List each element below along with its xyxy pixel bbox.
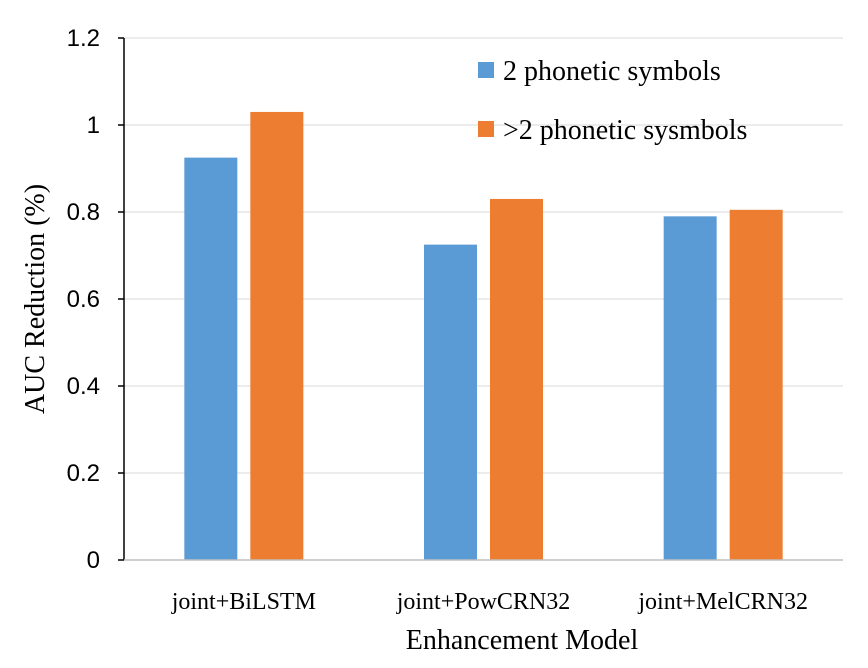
- bar-1-1: [184, 157, 238, 560]
- legend: 2 phonetic symbols >2 phonetic sysmbols: [478, 56, 747, 146]
- y-axis-title: AUC Reduction (%): [20, 184, 51, 414]
- x-tick-label: joint+MelCRN32: [637, 589, 808, 615]
- x-axis-title: Enhancement Model: [406, 625, 639, 656]
- x-tick-label: joint+BiLSTM: [171, 589, 316, 615]
- bar-1-3: [663, 216, 717, 560]
- y-tick-label: 0.2: [67, 460, 100, 487]
- legend-swatch-series-2: [478, 121, 494, 137]
- bars: [184, 111, 783, 560]
- y-tick-label: 1.2: [67, 25, 100, 52]
- bar-1-2: [424, 244, 477, 560]
- x-axis-ticks: joint+BiLSTM joint+PowCRN32 joint+MelCRN32: [171, 589, 808, 615]
- legend-label-series-2: >2 phonetic sysmbols: [503, 115, 747, 146]
- y-tick-label: 1: [87, 112, 100, 139]
- y-tick-label: 0.4: [67, 373, 100, 400]
- y-tick-label: 0.8: [67, 199, 100, 226]
- legend-label-series-1: 2 phonetic symbols: [503, 56, 721, 87]
- bar-2-2: [490, 198, 543, 560]
- y-tick-label: 0.6: [67, 286, 100, 313]
- bar-2-3: [729, 209, 783, 560]
- x-tick-label: joint+PowCRN32: [396, 589, 571, 615]
- bar-2-1: [250, 111, 304, 560]
- y-axis-ticks: 0 0.2 0.4 0.6 0.8 1 1.2: [67, 25, 124, 574]
- y-tick-label: 0: [87, 547, 100, 574]
- legend-swatch-series-1: [478, 62, 494, 78]
